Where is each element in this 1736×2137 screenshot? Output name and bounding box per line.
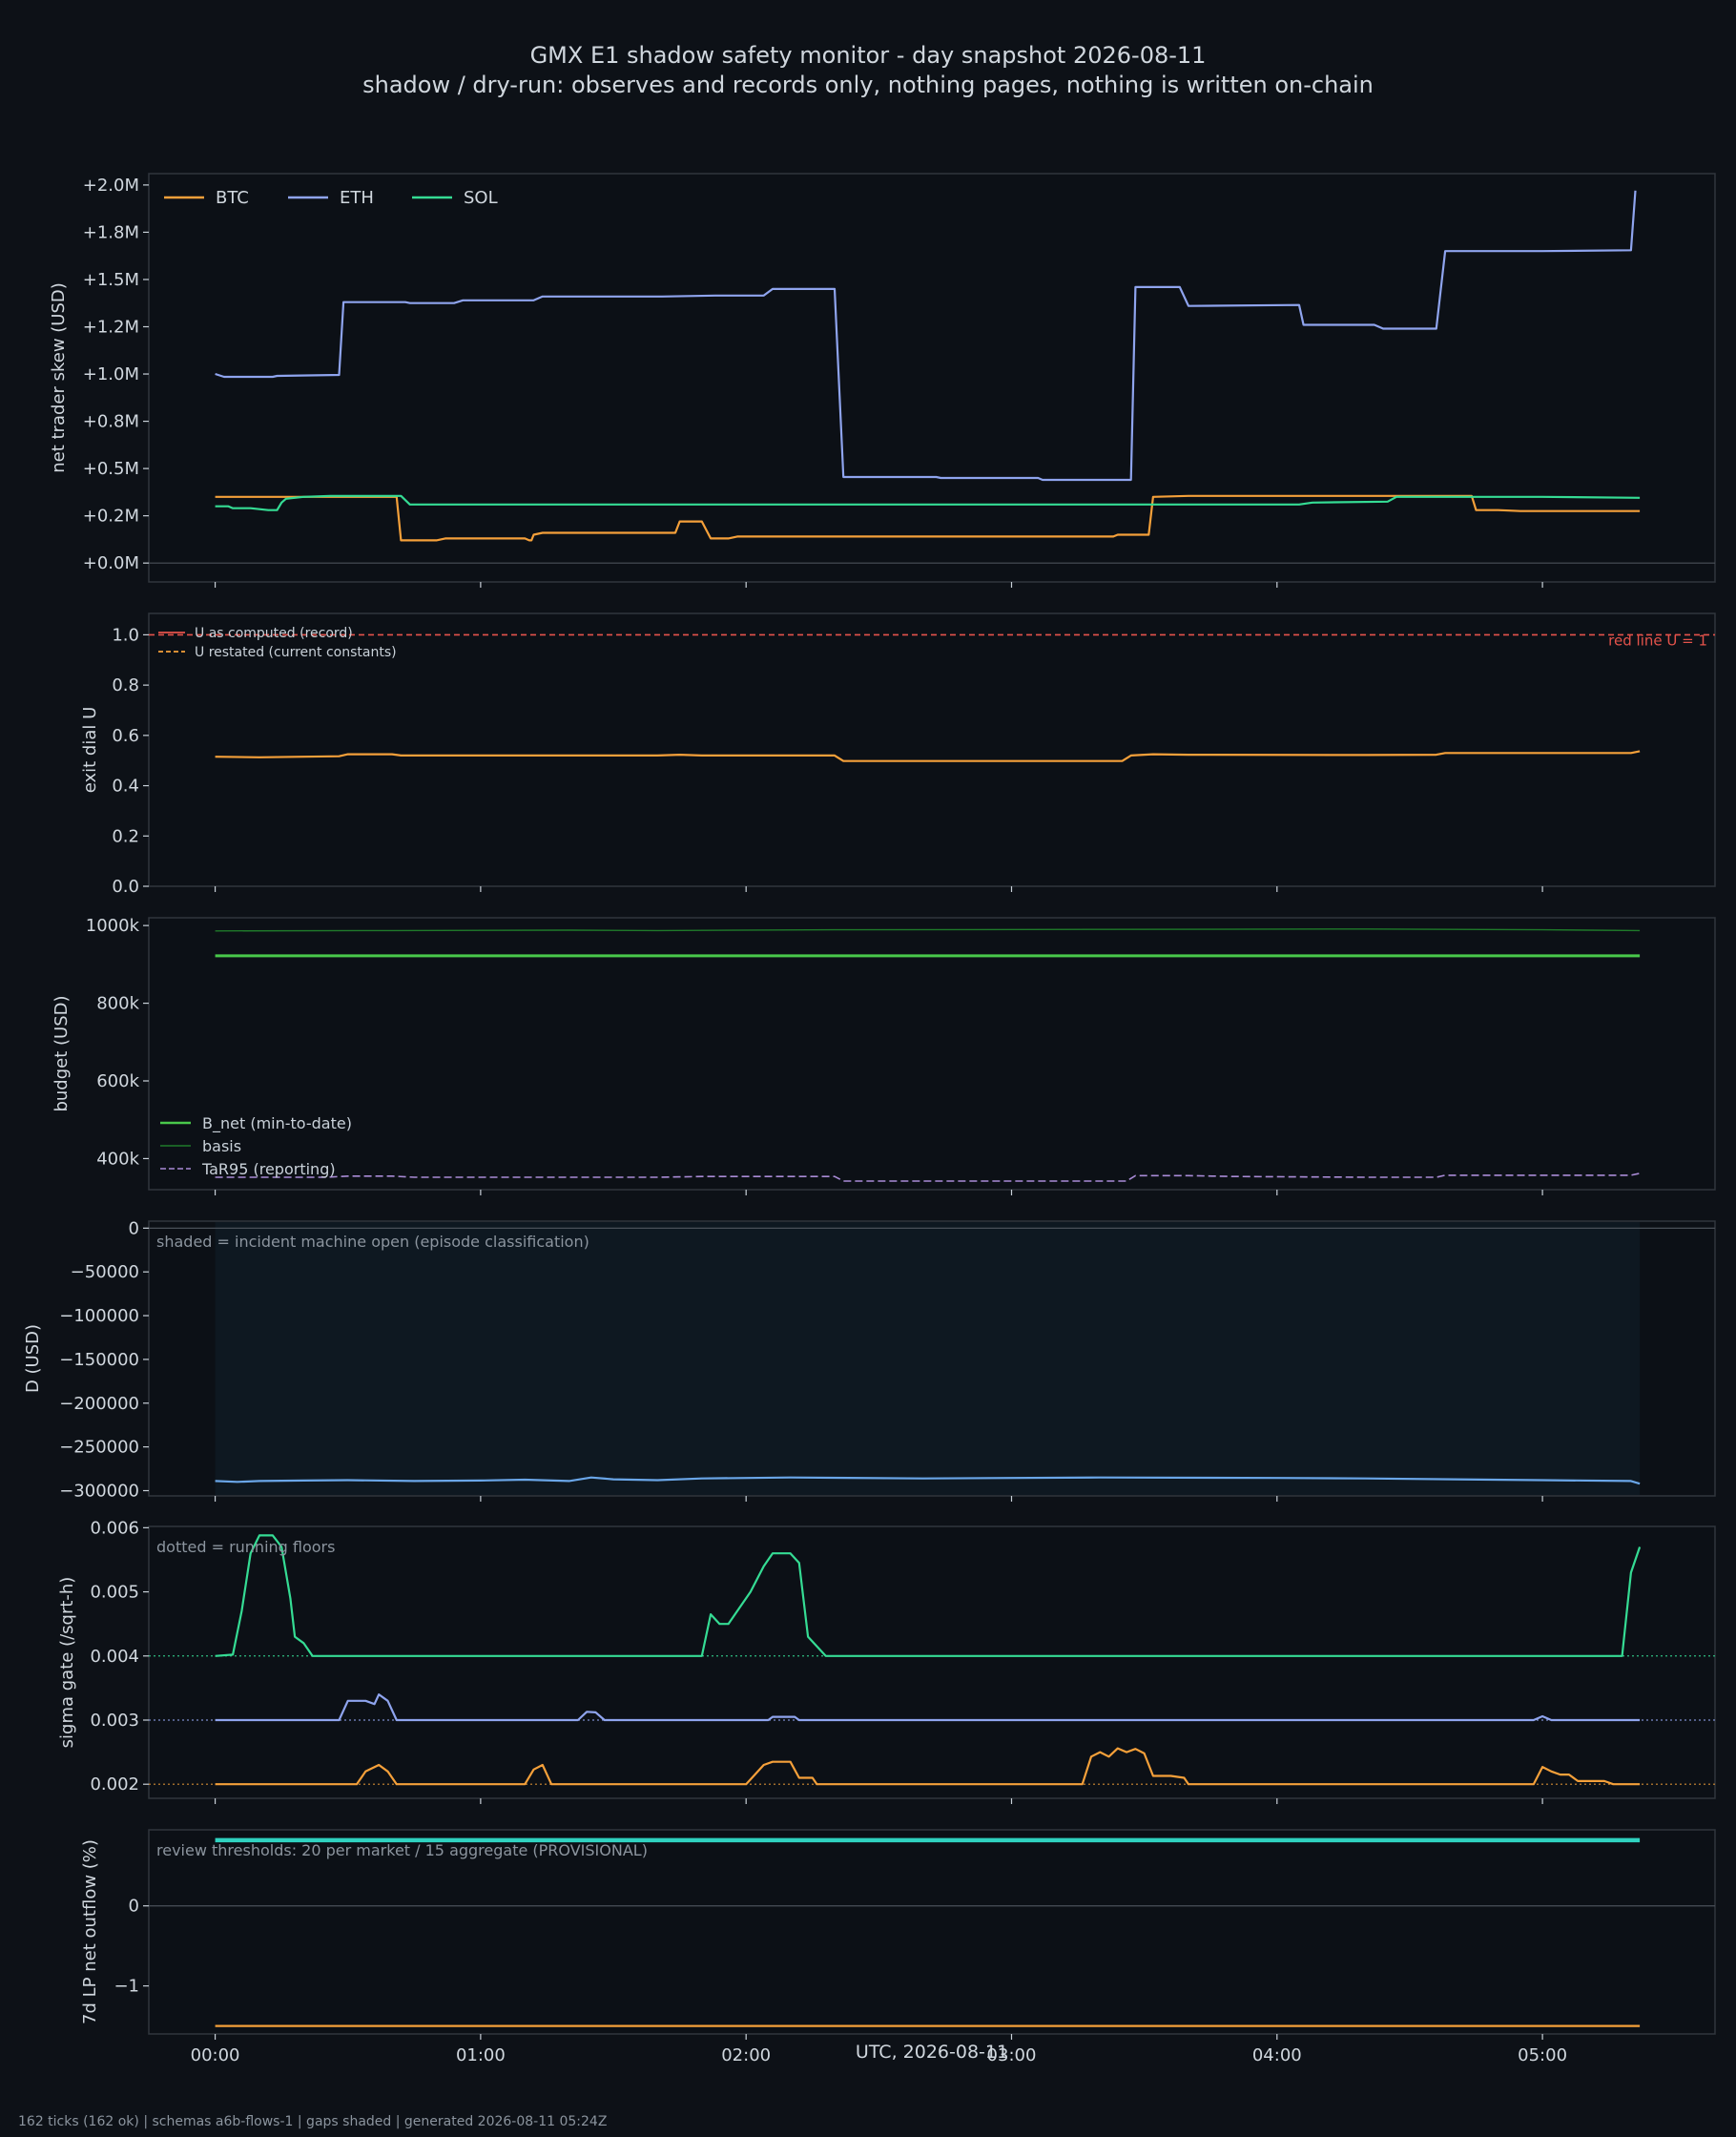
y-tick-label: 400k <box>96 1149 139 1169</box>
y-tick-label: −250000 <box>59 1438 139 1458</box>
legend-label-basis: basis <box>202 1137 241 1155</box>
legend-label-eth: ETH <box>340 188 374 208</box>
y-tick-label: +1.5M <box>83 270 139 290</box>
y-tick-label: 0.8 <box>112 675 139 695</box>
y-tick-label: 600k <box>96 1071 139 1091</box>
panel-exitdial: red line U = 1 0.0 0.2 0.4 0.6 0.8 1.0 exit dia… <box>80 612 1716 897</box>
figure-title: GMX E1 shadow safety monitor - day snaps… <box>530 42 1207 69</box>
x-tick-label: 01:00 <box>456 2045 506 2065</box>
y-tick-label: 0.6 <box>112 726 139 746</box>
x-axis-label: UTC, 2026-08-11 <box>856 2042 1008 2063</box>
x-tick-label: 04:00 <box>1252 2045 1302 2065</box>
x-tick-label: 05:00 <box>1518 2045 1567 2065</box>
panel-lpflow: −1 0 00:00 01:00 02:00 03:00 04:00 05:00 7d LP n… <box>80 1829 1716 2065</box>
y-tick-label: 1.0 <box>112 625 139 645</box>
footer-status: 162 ticks (162 ok) | schemas a6b-flows-1… <box>18 2114 607 2129</box>
panel-budget: 400k 600k 800k 1000k budget (USD) B_net (min-… <box>52 916 1716 1195</box>
series-line-btc <box>215 1747 1641 1786</box>
x-tick-label: 00:00 <box>191 2045 240 2065</box>
legend-label-sol: SOL <box>464 188 498 208</box>
x-tick-label: 03:00 <box>987 2045 1037 2065</box>
y-tick-label: +0.0M <box>83 553 139 573</box>
y-tick-label: −50000 <box>71 1262 139 1282</box>
series-line-eth <box>215 1693 1641 1722</box>
series-line-sol <box>215 1534 1642 1657</box>
y-tick-label: 0 <box>129 1218 139 1238</box>
y-axis-label: budget (USD) <box>52 995 72 1111</box>
y-tick-label: 0.0 <box>112 877 139 897</box>
y-tick-label: +0.5M <box>83 459 139 479</box>
legend-label-btc: BTC <box>216 188 249 208</box>
y-tick-label: 0.005 <box>90 1583 139 1603</box>
figure-subtitle: shadow / dry-run: observes and records o… <box>362 72 1374 98</box>
y-tick-label: +2.0M <box>83 176 139 196</box>
y-axis-label: D (USD) <box>23 1324 43 1393</box>
y-tick-label: +1.2M <box>83 318 139 338</box>
y-tick-label: +1.0M <box>83 364 139 384</box>
y-axis-label: exit dial U <box>80 707 100 794</box>
legend-label-u-as-computed-record: U as computed (record) <box>195 626 353 641</box>
y-tick-label: 0.006 <box>90 1518 139 1538</box>
series-line-basis <box>215 928 1641 932</box>
y-tick-label: 0 <box>129 1897 139 1917</box>
series-line-eth <box>215 190 1637 482</box>
panel-sigma: 0.002 0.003 0.004 0.005 0.006 sigma gate (/sq… <box>57 1518 1716 1804</box>
legend-label-tar95-reporting: TaR95 (reporting) <box>201 1160 336 1178</box>
y-tick-label: 0.4 <box>112 777 139 797</box>
y-tick-label: −300000 <box>59 1481 139 1501</box>
panel-frame <box>148 612 1716 887</box>
panel-note: review thresholds: 20 per market / 15 ag… <box>156 1841 648 1859</box>
y-tick-label: 800k <box>96 994 139 1014</box>
y-tick-label: −1 <box>114 1977 139 1997</box>
red-line-label: red line U = 1 <box>1608 632 1707 649</box>
series-line-d <box>215 1476 1641 1485</box>
y-tick-label: 1000k <box>86 916 140 936</box>
y-tick-label: −200000 <box>59 1394 139 1414</box>
panel-note: shaded = incident machine open (episode … <box>156 1233 589 1251</box>
y-tick-label: −150000 <box>59 1350 139 1370</box>
panel-frame <box>148 917 1716 1191</box>
y-tick-label: +1.8M <box>83 222 139 242</box>
shaded-incident-region <box>215 1222 1641 1495</box>
y-tick-label: 0.2 <box>112 826 139 846</box>
panel-skew: +0.0M +0.2M +0.5M +0.8M +1.0M +1.2M +1.5M +1.8M… <box>49 173 1716 588</box>
panel-frame <box>148 173 1716 583</box>
panel-note: dotted = running floors <box>156 1538 335 1556</box>
y-tick-label: 0.002 <box>90 1774 139 1795</box>
x-tick-label: 02:00 <box>721 2045 771 2065</box>
panel-frame <box>148 1525 1716 1799</box>
series-line-sol <box>215 494 1641 511</box>
y-tick-label: 0.004 <box>90 1647 139 1667</box>
series-line-tar95-reporting <box>215 1172 1641 1182</box>
y-tick-label: −100000 <box>59 1306 139 1326</box>
y-axis-label: net trader skew (USD) <box>49 282 69 473</box>
y-axis-label: sigma gate (/sqrt-h) <box>57 1577 77 1749</box>
y-tick-label: +0.2M <box>83 507 139 527</box>
panel-frame <box>148 1829 1716 2035</box>
panel-drawdown: 0 −50000 −100000 −150000 −200000 −250000 −3000… <box>23 1218 1716 1502</box>
panels: +0.0M +0.2M +0.5M +0.8M +1.0M +1.2M +1.5M +1.8M… <box>23 173 1716 2065</box>
legend-label-u-restated-current-constants: U restated (current constants) <box>195 645 397 660</box>
legend-label-b-net-min-to-date: B_net (min-to-date) <box>202 1114 352 1133</box>
y-tick-label: 0.003 <box>90 1711 139 1731</box>
y-axis-label: 7d LP net outflow (%) <box>80 1839 100 2024</box>
series-line-u <box>215 750 1641 762</box>
y-tick-label: +0.8M <box>83 412 139 432</box>
